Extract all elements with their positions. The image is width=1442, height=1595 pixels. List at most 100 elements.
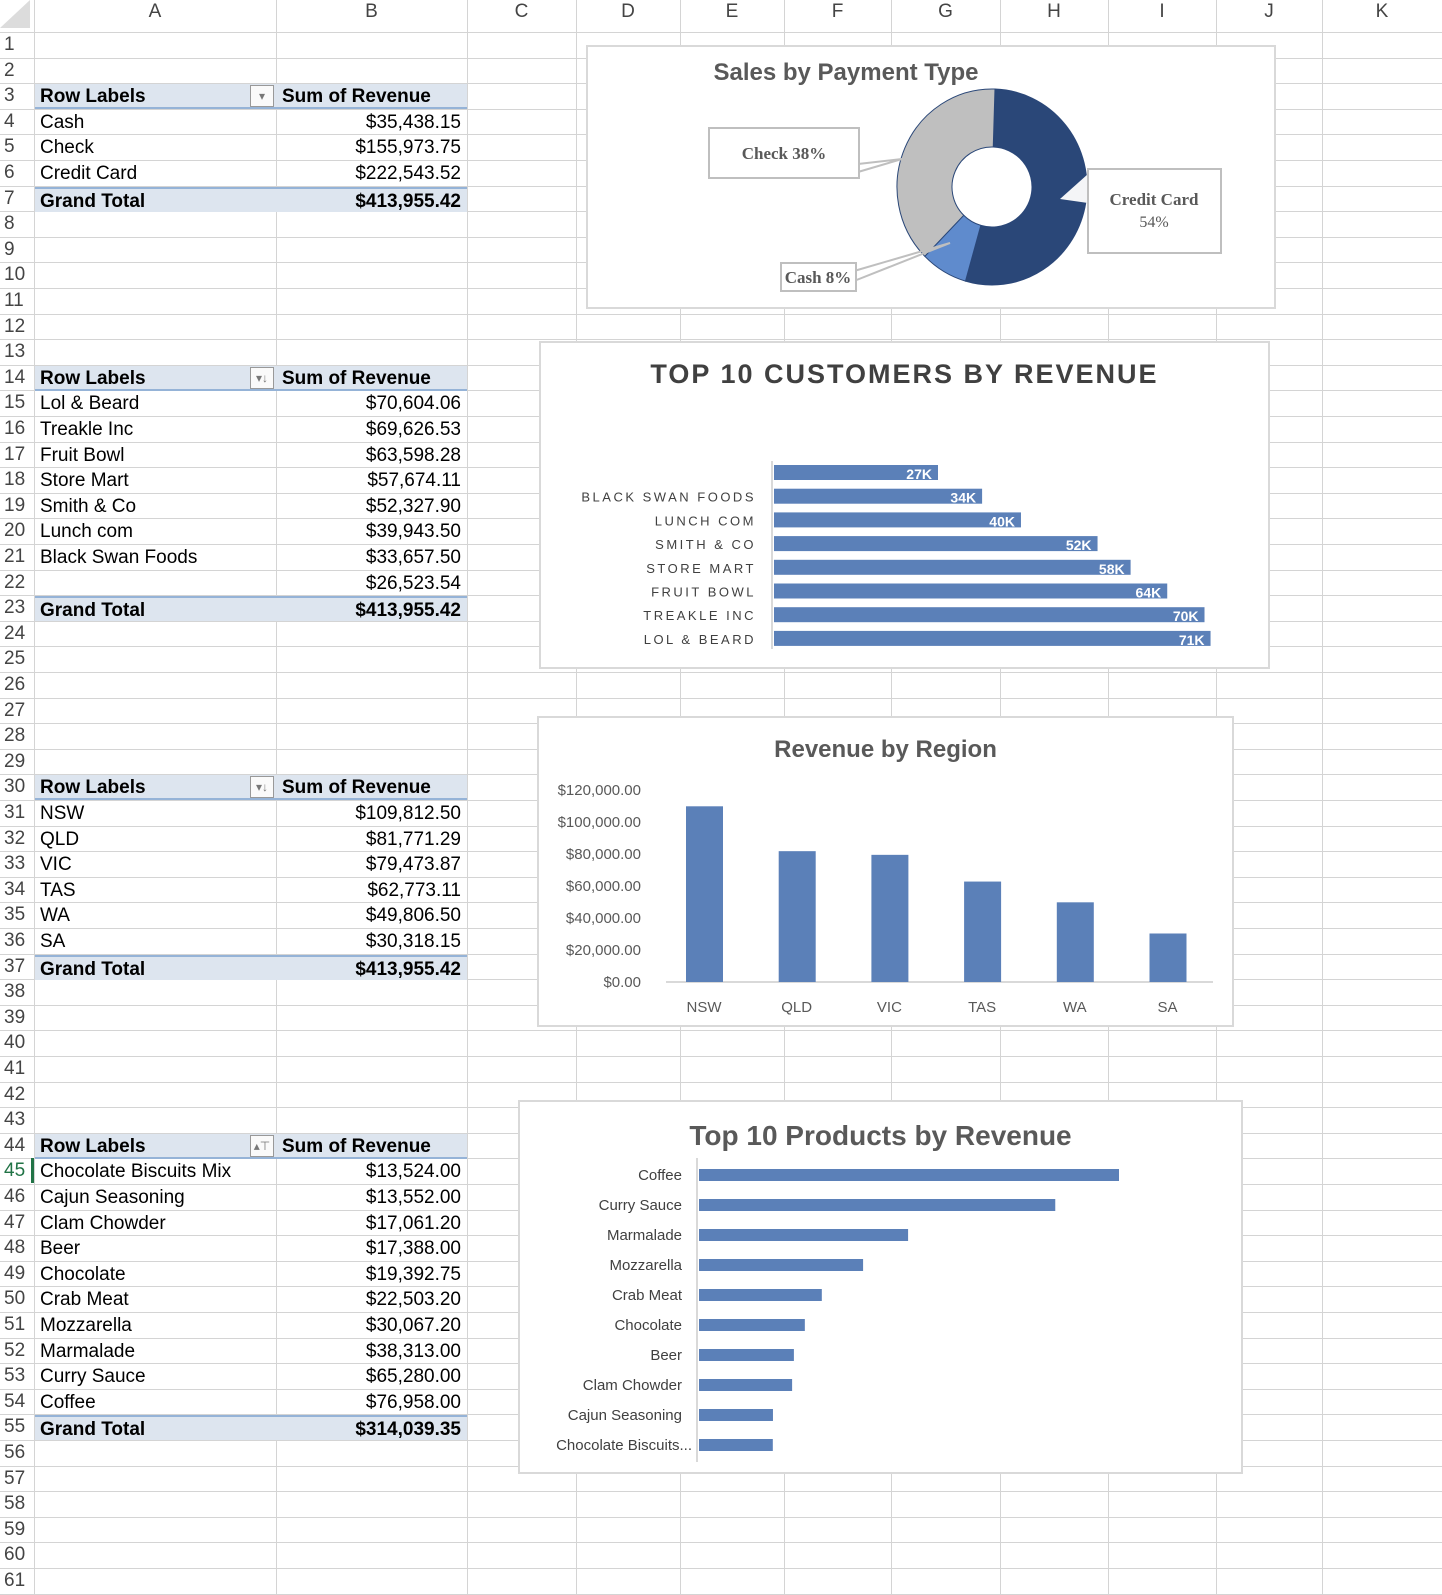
column-header-E[interactable]: E — [725, 1, 739, 22]
row-header[interactable]: 40 — [4, 1032, 26, 1054]
pivot-grand-total-row[interactable]: Grand Total $413,955.42 — [35, 186, 467, 212]
pivot-grand-total-row[interactable]: Grand Total $413,955.42 — [35, 954, 467, 980]
row-header[interactable]: 26 — [4, 674, 26, 695]
row-header[interactable]: 54 — [4, 1390, 26, 1412]
bar[interactable] — [1056, 902, 1094, 982]
chart-sales-by-payment-type[interactable]: Check 38% Cash 8% Credit Card 54% Sales by … — [586, 45, 1276, 309]
row-header[interactable]: 33 — [4, 853, 26, 875]
row-header[interactable]: 16 — [4, 418, 26, 439]
row-header[interactable]: 12 — [4, 315, 26, 337]
row-header[interactable]: 32 — [4, 827, 26, 849]
bar[interactable] — [774, 465, 938, 480]
pivot-row[interactable]: $26,523.54 — [35, 571, 467, 596]
row-header[interactable]: 52 — [4, 1339, 26, 1361]
bar[interactable] — [699, 1229, 909, 1241]
row-header[interactable]: 25 — [4, 648, 26, 670]
pivot-row[interactable]: Crab Meat $22,503.20 — [35, 1287, 467, 1312]
bar[interactable] — [778, 851, 816, 982]
row-header[interactable]: 50 — [4, 1288, 26, 1310]
pivot-row[interactable]: Lunch com $39,943.50 — [35, 519, 467, 544]
row-header[interactable]: 38 — [4, 981, 26, 1003]
column-header-A[interactable]: A — [148, 1, 162, 22]
row-header[interactable]: 30 — [4, 776, 26, 798]
bar[interactable] — [699, 1349, 794, 1361]
column-header-H[interactable]: H — [1047, 1, 1061, 22]
pivot-row[interactable]: NSW $109,812.50 — [35, 801, 467, 826]
row-header[interactable]: 59 — [4, 1518, 26, 1540]
chart-revenue-by-region[interactable]: $0.00 $20,000.00 $40,000.00 $60,000.00 $80,0… — [537, 716, 1234, 1027]
sort-descending-icon[interactable]: ▾↓ — [250, 366, 274, 389]
row-header[interactable]: 6 — [4, 162, 15, 183]
column-header-I[interactable]: I — [1159, 1, 1165, 22]
row-header[interactable]: 56 — [4, 1442, 26, 1463]
bar[interactable] — [699, 1259, 864, 1271]
bar[interactable] — [699, 1409, 773, 1421]
bar[interactable] — [699, 1319, 805, 1331]
bar[interactable] — [686, 806, 723, 982]
row-header[interactable]: 10 — [4, 264, 26, 286]
pivot-header-row[interactable]: Row Labels ▾↓ Sum of Revenue — [35, 775, 467, 801]
bar[interactable] — [699, 1199, 1056, 1211]
bar[interactable] — [774, 607, 1205, 623]
pivot-row[interactable]: WA $49,806.50 — [35, 903, 467, 928]
pivot-row[interactable]: Coffee $76,958.00 — [35, 1390, 467, 1415]
column-header-B[interactable]: B — [365, 1, 378, 22]
pie-slice-check[interactable] — [896, 88, 996, 258]
row-header[interactable]: 27 — [4, 699, 26, 721]
pivot-row[interactable]: Black Swan Foods $33,657.50 — [35, 545, 467, 570]
pivot-row[interactable]: SA $30,318.15 — [35, 929, 467, 954]
row-header[interactable]: 7 — [4, 187, 15, 209]
pivot-grand-total-row[interactable]: Grand Total $314,039.35 — [35, 1415, 467, 1441]
row-header[interactable]: 58 — [4, 1493, 26, 1515]
row-header[interactable]: 13 — [4, 341, 26, 363]
pivot-row[interactable]: VIC $79,473.87 — [35, 852, 467, 877]
row-header[interactable]: 53 — [4, 1365, 26, 1387]
row-header[interactable]: 55 — [4, 1416, 26, 1438]
row-header[interactable]: 57 — [4, 1467, 26, 1489]
column-header-J[interactable]: J — [1264, 1, 1274, 22]
pivot-row[interactable]: TAS $62,773.11 — [35, 878, 467, 903]
row-header[interactable]: 42 — [4, 1083, 26, 1105]
row-header[interactable]: 51 — [4, 1314, 26, 1335]
row-header[interactable]: 18 — [4, 469, 26, 491]
pivot-row[interactable]: Chocolate Biscuits Mix $13,524.00 — [35, 1159, 467, 1184]
row-header[interactable]: 9 — [4, 238, 15, 260]
row-header[interactable]: 34 — [4, 878, 26, 900]
row-header[interactable]: 41 — [4, 1058, 26, 1079]
row-header[interactable]: 19 — [4, 494, 26, 516]
pivot-row[interactable]: Clam Chowder $17,061.20 — [35, 1211, 467, 1236]
row-header[interactable]: 35 — [4, 904, 26, 926]
bar[interactable] — [699, 1379, 793, 1391]
column-header-F[interactable]: F — [831, 1, 844, 22]
bar[interactable] — [774, 630, 1211, 646]
select-all-corner[interactable] — [0, 0, 30, 28]
row-header[interactable]: 20 — [4, 520, 26, 542]
pivot-row[interactable]: Cash $35,438.15 — [35, 110, 467, 135]
row-header[interactable]: 24 — [4, 622, 26, 644]
row-header[interactable]: 22 — [4, 571, 26, 593]
bar[interactable] — [871, 854, 909, 982]
row-header[interactable]: 11 — [4, 290, 24, 311]
pivot-row[interactable]: Smith & Co $52,327.90 — [35, 494, 467, 519]
row-header[interactable]: 4 — [4, 110, 15, 132]
pivot-row[interactable]: Chocolate $19,392.75 — [35, 1262, 467, 1287]
bar[interactable] — [699, 1289, 822, 1301]
pivot-header-row[interactable]: Row Labels ▾ Sum of Revenue — [35, 84, 467, 110]
bar[interactable] — [774, 536, 1098, 552]
row-header[interactable]: 43 — [4, 1109, 26, 1131]
bar[interactable] — [1149, 933, 1187, 982]
row-header[interactable]: 48 — [4, 1237, 26, 1259]
row-header[interactable]: 8 — [4, 213, 15, 235]
row-header[interactable]: 39 — [4, 1006, 26, 1028]
pivot-row[interactable]: Treakle Inc $69,626.53 — [35, 417, 467, 442]
bar[interactable] — [774, 488, 983, 504]
bar[interactable] — [774, 512, 1021, 528]
row-header[interactable]: 60 — [4, 1544, 26, 1566]
row-header[interactable]: 23 — [4, 597, 26, 619]
column-header-K[interactable]: K — [1375, 1, 1389, 22]
row-header[interactable]: 47 — [4, 1211, 26, 1233]
pivot-row[interactable]: Store Mart $57,674.11 — [35, 468, 467, 493]
pivot-row[interactable]: Fruit Bowl $63,598.28 — [35, 443, 467, 468]
pivot-header-row[interactable]: Row Labels ▴⊤ Sum of Revenue — [35, 1133, 467, 1159]
dropdown-icon[interactable]: ▾ — [250, 85, 274, 108]
